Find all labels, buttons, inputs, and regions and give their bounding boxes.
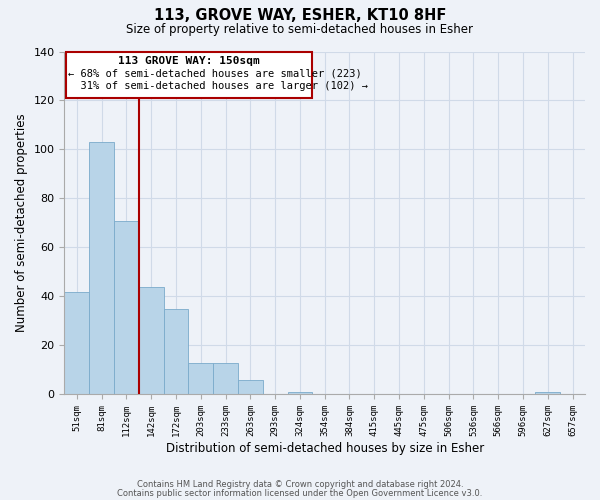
Bar xyxy=(238,380,263,394)
Bar xyxy=(139,286,164,395)
Bar xyxy=(164,308,188,394)
Bar xyxy=(535,392,560,394)
Bar xyxy=(188,362,213,394)
Text: 113 GROVE WAY: 150sqm: 113 GROVE WAY: 150sqm xyxy=(118,56,260,66)
X-axis label: Distribution of semi-detached houses by size in Esher: Distribution of semi-detached houses by … xyxy=(166,442,484,455)
Text: 113, GROVE WAY, ESHER, KT10 8HF: 113, GROVE WAY, ESHER, KT10 8HF xyxy=(154,8,446,22)
Text: 31% of semi-detached houses are larger (102) →: 31% of semi-detached houses are larger (… xyxy=(68,81,368,91)
Bar xyxy=(114,220,139,394)
Bar xyxy=(64,292,89,395)
Text: ← 68% of semi-detached houses are smaller (223): ← 68% of semi-detached houses are smalle… xyxy=(68,68,362,78)
Text: Contains public sector information licensed under the Open Government Licence v3: Contains public sector information licen… xyxy=(118,488,482,498)
Bar xyxy=(287,392,313,394)
Text: Size of property relative to semi-detached houses in Esher: Size of property relative to semi-detach… xyxy=(127,22,473,36)
Bar xyxy=(213,362,238,394)
FancyBboxPatch shape xyxy=(65,52,313,98)
Y-axis label: Number of semi-detached properties: Number of semi-detached properties xyxy=(15,114,28,332)
Text: Contains HM Land Registry data © Crown copyright and database right 2024.: Contains HM Land Registry data © Crown c… xyxy=(137,480,463,489)
Bar xyxy=(89,142,114,395)
